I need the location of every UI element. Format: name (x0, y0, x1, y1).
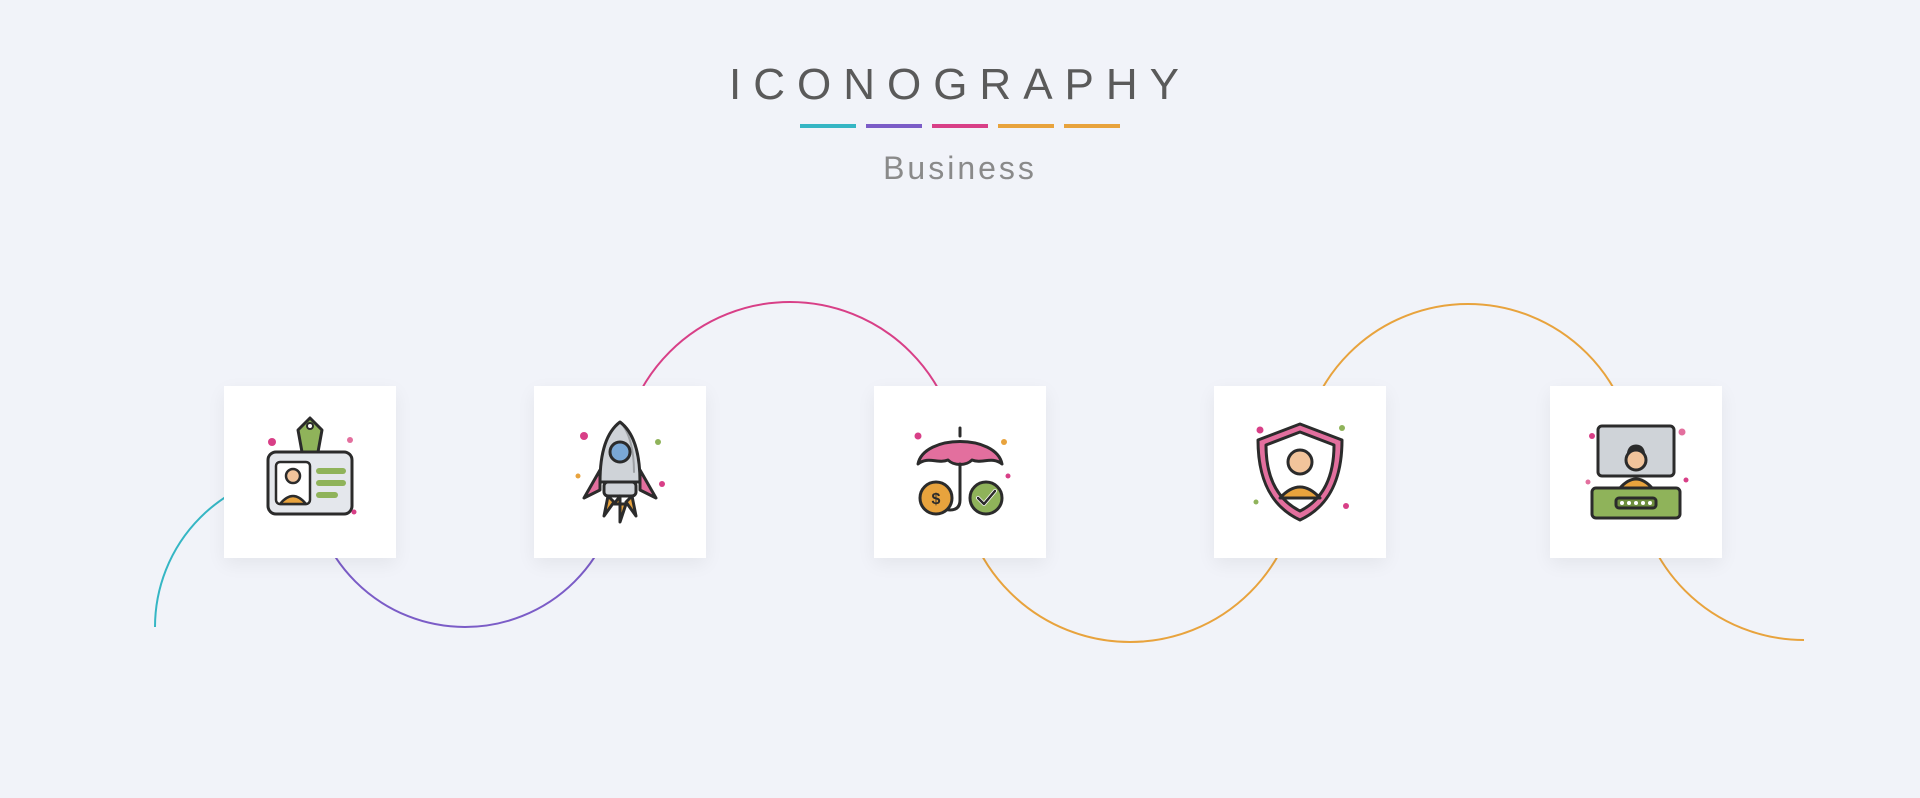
header: ICONOGRAPHY Business (0, 60, 1920, 187)
icon-card (224, 386, 396, 558)
icon-card: $ (874, 386, 1046, 558)
icon-card (1550, 386, 1722, 558)
underline-segment (800, 124, 856, 128)
underline-segment (1064, 124, 1120, 128)
page-subtitle: Business (0, 150, 1920, 187)
title-underline (0, 124, 1920, 128)
insurance-icon: $ (900, 412, 1020, 532)
icon-card (1214, 386, 1386, 558)
icon-card (534, 386, 706, 558)
svg-text:$: $ (932, 491, 941, 508)
rocket-icon (560, 412, 680, 532)
page-title: ICONOGRAPHY (0, 60, 1920, 110)
reception-icon (1576, 412, 1696, 532)
stage: ICONOGRAPHY Business (0, 0, 1920, 798)
underline-segment (998, 124, 1054, 128)
underline-segment (866, 124, 922, 128)
user-shield-icon (1240, 412, 1360, 532)
id-card-icon (250, 412, 370, 532)
underline-segment (932, 124, 988, 128)
